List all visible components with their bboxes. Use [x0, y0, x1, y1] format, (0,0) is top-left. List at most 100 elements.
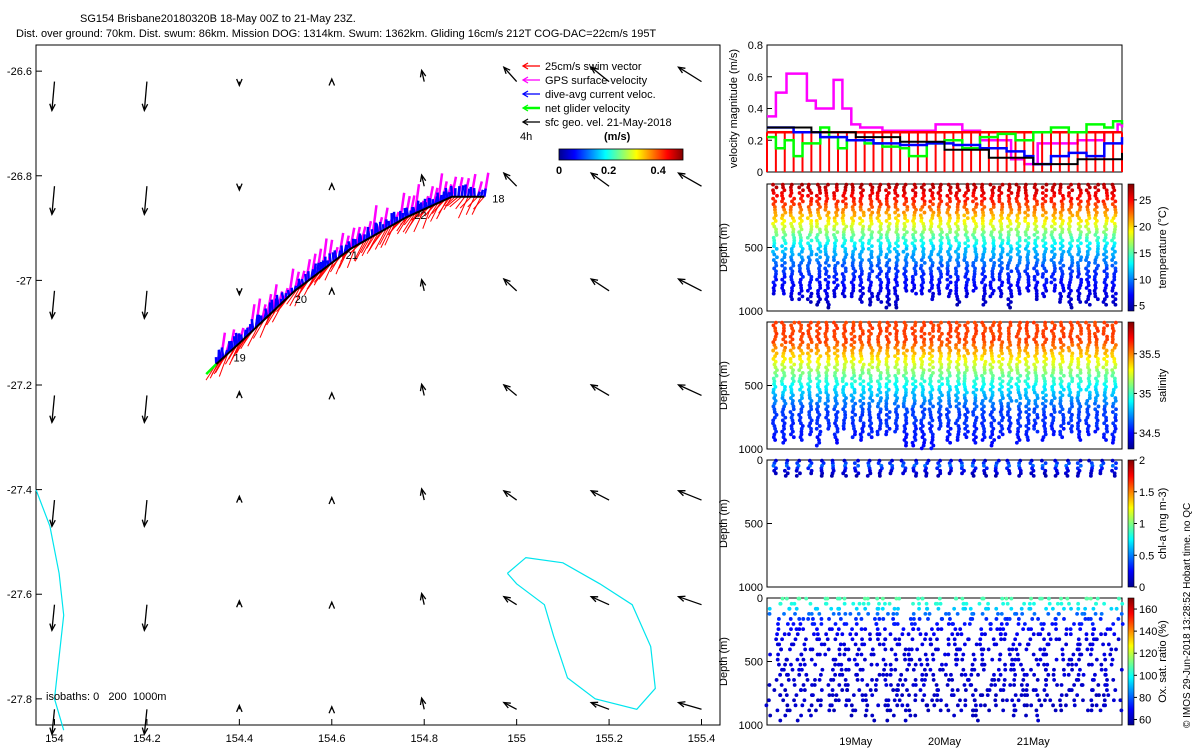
temperature-sample-point [930, 260, 935, 265]
salinity-sample-point [1102, 320, 1107, 325]
salinity-sample-point [1085, 407, 1090, 412]
salinity-sample-point [1114, 407, 1118, 412]
temperature-sample-point [1017, 288, 1022, 293]
salinity-sample-point [772, 337, 777, 342]
salinity-sample-point [1018, 396, 1023, 400]
salinity-sample-point [913, 438, 918, 442]
oxygen-sample-point [1044, 683, 1049, 687]
oxygen-sample-point [785, 708, 790, 713]
salinity-sample-point [1058, 390, 1063, 395]
temperature-sample-point [851, 233, 856, 237]
temperature-sample-point [1087, 302, 1092, 307]
oxygen-sample-point [859, 617, 864, 621]
oxygen-sample-point [911, 627, 916, 632]
temperature-sample-point [912, 210, 917, 215]
oxygen-sample-point [916, 596, 921, 601]
oxygen-sample-point [1032, 601, 1036, 606]
oxygen-sample-point [1040, 627, 1045, 632]
temperature-sample-point [1067, 286, 1071, 290]
temperature-sample-point [893, 202, 898, 207]
temperature-sample-point [869, 233, 874, 237]
oxygen-sample-point [860, 637, 864, 642]
salinity-sample-point [974, 387, 979, 392]
geo-arrow-head [141, 623, 149, 632]
oxygen-sample-point [789, 627, 793, 632]
oxygen-sample-point [940, 662, 944, 667]
temperature-sample-point [851, 249, 856, 254]
temperature-sample-point [834, 272, 839, 276]
salinity-sample-point [1058, 398, 1063, 403]
salinity-sample-point [920, 390, 925, 395]
temperature-sample-point [1017, 185, 1021, 190]
temperature-sample-point [1052, 246, 1057, 251]
temperature-sample-point [782, 252, 787, 257]
salinity-sample-point [799, 429, 804, 434]
salinity-sample-point [893, 429, 898, 434]
temperature-sample-point [1105, 207, 1109, 212]
swim-vector [289, 286, 301, 307]
salinity-sample-point [866, 368, 871, 373]
temperature-sample-point [1069, 182, 1073, 187]
salinity-sample-point [929, 393, 934, 398]
temperature-sample-point [806, 241, 810, 246]
geo-velocity-arrow [141, 604, 149, 632]
salinity-sample-point [928, 345, 933, 350]
oxygen-sample-point [883, 647, 888, 652]
salinity-sample-point [808, 415, 812, 420]
salinity-sample-point [792, 362, 797, 367]
salinity-sample-point [788, 334, 793, 339]
temperature-sample-point [771, 182, 775, 187]
temperature-sample-point [962, 258, 967, 262]
salinity-sample-point [947, 384, 952, 389]
oxygen-sample-point [1038, 647, 1043, 652]
temperature-sample-point [887, 258, 892, 262]
temperature-sample-point [843, 266, 848, 271]
oxygen-sample-point [1020, 611, 1025, 616]
oxygen-sample-point [927, 611, 932, 616]
salinity-sample-point [1070, 404, 1074, 409]
oxygen-sample-point [930, 652, 935, 657]
oxygen-sample-point [802, 642, 807, 647]
salinity-sample-point [947, 432, 952, 437]
salinity-sample-point [832, 329, 837, 333]
salinity-sample-point [939, 343, 944, 347]
salinity-sample-point [956, 429, 961, 434]
oxygen-sample-point [1001, 627, 1006, 632]
temperature-sample-point [1025, 205, 1030, 209]
oxygen-sample-point [859, 627, 864, 632]
salinity-sample-point [1041, 407, 1046, 412]
salinity-sample-point [957, 323, 962, 328]
chla-sample-point [856, 458, 860, 463]
temperature-sample-point [948, 227, 953, 232]
geo-velocity-arrow [49, 395, 56, 425]
geo-arrow-shaft [503, 702, 517, 710]
temperature-sample-point [818, 191, 823, 195]
salinity-sample-point [922, 343, 927, 347]
salinity-sample-point [797, 412, 801, 417]
temperature-sample-point [1110, 288, 1115, 293]
oxygen-sample-point [897, 698, 902, 703]
salinity-sample-point [844, 320, 848, 325]
oxygen-sample-point [903, 657, 907, 662]
salinity-sample-point [991, 337, 996, 342]
temperature-sample-point [905, 207, 910, 212]
temperature-sample-point [905, 219, 910, 223]
oxygen-sample-point [1064, 642, 1069, 647]
salinity-sample-point [789, 432, 793, 437]
temperature-sample-point [1085, 272, 1089, 276]
salinity-sample-point [901, 401, 906, 406]
salinity-sample-point [849, 331, 854, 336]
oxygen-sample-point [876, 637, 880, 642]
temperature-sample-point [980, 258, 984, 262]
salinity-sample-point [807, 396, 812, 400]
temperature-sample-point [982, 205, 987, 209]
salinity-sample-point [1050, 320, 1055, 325]
salinity-sample-point [928, 357, 932, 361]
temperature-sample-point [901, 235, 906, 240]
temperature-sample-point [946, 241, 951, 246]
temperature-sample-point [849, 235, 854, 240]
salinity-sample-point [780, 362, 785, 367]
temperature-sample-point [931, 233, 936, 237]
salinity-sample-point [1087, 331, 1092, 336]
oxygen-sample-point [987, 708, 992, 713]
